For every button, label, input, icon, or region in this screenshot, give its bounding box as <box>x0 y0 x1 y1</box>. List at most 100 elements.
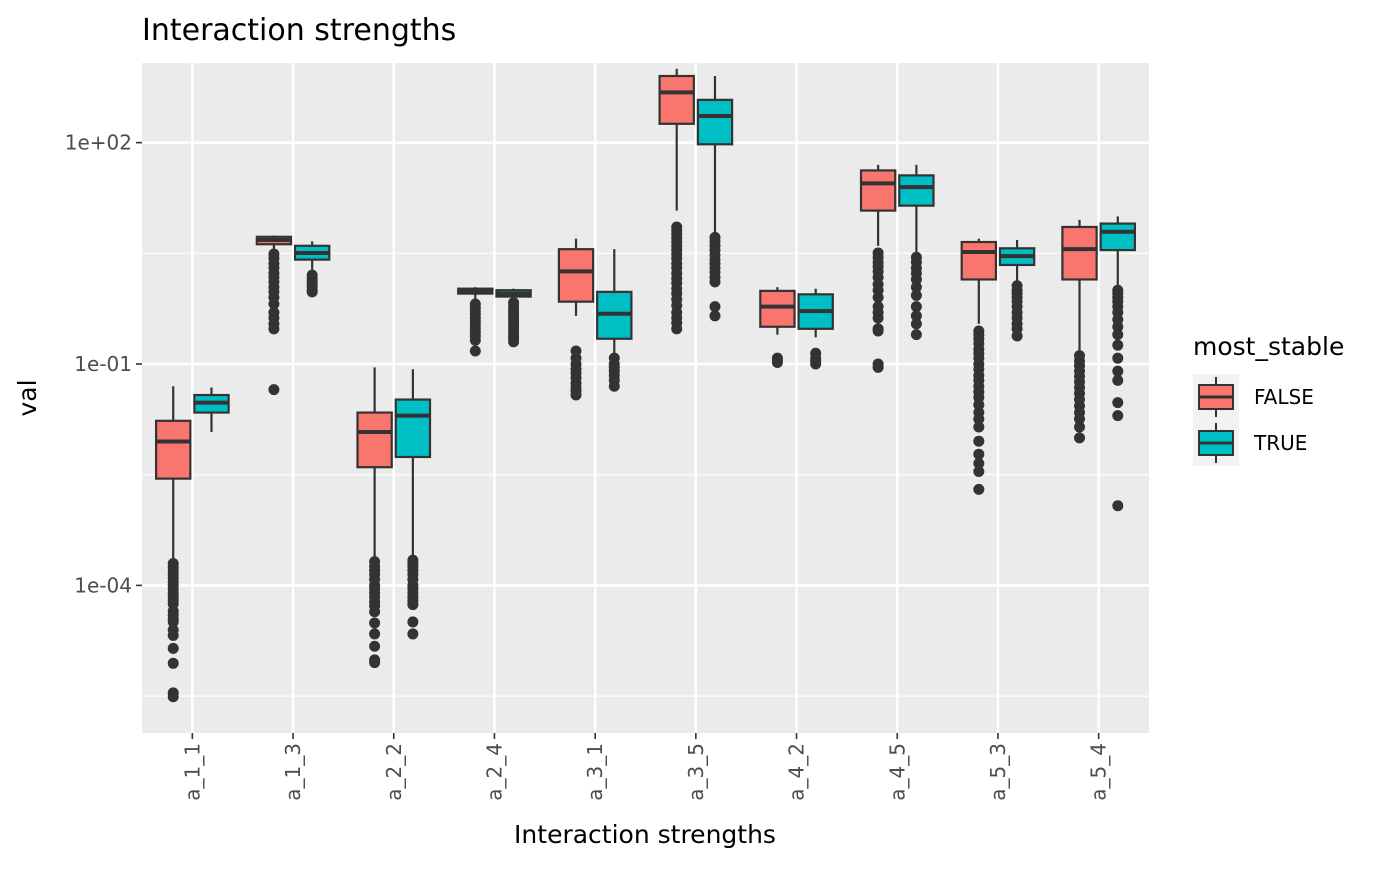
outlier-point-8 <box>872 291 884 303</box>
outlier-point-4 <box>910 273 922 285</box>
outlier-point-6 <box>608 380 620 392</box>
outlier-point-12 <box>508 336 520 348</box>
outlier-point-15 <box>872 361 884 373</box>
outlier-point-14 <box>1112 410 1124 422</box>
box-FALSE-a_1_3 <box>255 235 293 396</box>
outlier-point-18 <box>973 435 985 447</box>
x-tick-label-a_3_1: a_3_1 <box>583 743 607 801</box>
y-tick-label-1: 1e-01 <box>74 352 132 376</box>
box-TRUE-a_2_2 <box>394 369 432 640</box>
box-TRUE-a_2_4 <box>495 288 532 348</box>
outlier-point-7 <box>1112 321 1124 333</box>
box-TRUE-a_1_1 <box>193 387 230 432</box>
box-iqr <box>154 419 192 480</box>
outlier-point-16 <box>973 413 985 425</box>
outlier-point-14 <box>369 640 381 652</box>
x-tick-label-a_4_2: a_4_2 <box>785 743 809 801</box>
outlier-point-17 <box>973 421 985 433</box>
box-TRUE-a_3_1 <box>596 249 633 392</box>
outlier-point-14 <box>268 323 280 335</box>
box-iqr <box>394 398 432 459</box>
x-tick-label-a_2_2: a_2_2 <box>382 743 406 801</box>
x-tick-label-a_3_5: a_3_5 <box>684 743 708 801</box>
box-FALSE-a_2_4 <box>457 287 494 357</box>
legend-title: most_stable <box>1193 332 1344 361</box>
x-tick-label-a_2_4: a_2_4 <box>482 743 506 801</box>
outlier-point-5 <box>910 281 922 293</box>
outlier-point-9 <box>1112 339 1124 351</box>
box-TRUE-a_4_5 <box>898 164 935 341</box>
x-tick-label-a_5_3: a_5_3 <box>986 743 1010 801</box>
outlier-point-6 <box>306 286 318 298</box>
box-FALSE-a_4_2 <box>759 287 796 368</box>
outlier-point-13 <box>1112 397 1124 409</box>
box-TRUE-a_3_5 <box>696 75 734 322</box>
x-tick-label-a_1_1: a_1_1 <box>180 743 204 801</box>
legend-label-TRUE: TRUE <box>1253 431 1307 455</box>
box-TRUE-a_1_3 <box>293 241 331 298</box>
box-iqr <box>557 248 595 303</box>
legend-entry-TRUE: TRUE <box>1193 420 1307 466</box>
outlier-point-18 <box>167 642 179 654</box>
outlier-point-9 <box>570 389 582 401</box>
box-TRUE-a_4_2 <box>797 288 834 370</box>
y-axis: 1e-04 1e-01 1e+02 <box>65 131 142 597</box>
legend: most_stable FALSE TRUE <box>1193 332 1344 466</box>
outlier-point-2 <box>771 356 783 368</box>
y-tick-label-0: 1e-04 <box>74 573 132 597</box>
box-TRUE-a_5_4 <box>1099 216 1137 512</box>
outlier-point-10 <box>268 298 280 310</box>
outlier-point-7 <box>910 301 922 313</box>
box-FALSE-a_2_2 <box>356 367 393 669</box>
outlier-point-12 <box>1074 421 1086 433</box>
outlier-point-9 <box>910 318 922 330</box>
outlier-point-11 <box>709 301 721 313</box>
y-tick-label-2: 1e+02 <box>65 131 132 155</box>
box-iqr <box>759 289 796 328</box>
box-iqr <box>356 411 393 469</box>
outlier-point-12 <box>1112 374 1124 386</box>
box-iqr <box>960 240 998 281</box>
box-iqr <box>859 169 897 212</box>
outlier-point-8 <box>1112 329 1124 341</box>
outlier-point-21 <box>973 465 985 477</box>
box-iqr <box>1061 225 1098 281</box>
outlier-point-10 <box>910 329 922 341</box>
outlier-point-10 <box>1011 330 1023 342</box>
outlier-point-8 <box>910 310 922 322</box>
outlier-point-6 <box>910 289 922 301</box>
box-FALSE-a_4_5 <box>859 164 897 373</box>
legend-entry-FALSE: FALSE <box>1193 374 1314 420</box>
outlier-point-13 <box>369 628 381 640</box>
outlier-point-3 <box>810 358 822 370</box>
box-FALSE-a_3_5 <box>658 68 695 335</box>
outlier-point-14 <box>973 399 985 411</box>
x-axis-label: Interaction strengths <box>514 820 776 849</box>
outlier-point-12 <box>407 616 419 628</box>
box-layer <box>154 68 1137 703</box>
box-FALSE-a_5_3 <box>960 238 998 495</box>
outlier-point-13 <box>407 628 419 640</box>
box-iqr <box>696 98 734 146</box>
outlier-point-10 <box>709 276 721 288</box>
box-FALSE-a_3_1 <box>557 238 595 401</box>
x-tick-label-a_4_5: a_4_5 <box>885 743 909 801</box>
outlier-point-11 <box>407 599 419 611</box>
outlier-point-17 <box>167 629 179 641</box>
outlier-point-21 <box>671 323 683 335</box>
outlier-point-11 <box>1112 365 1124 377</box>
box-iqr <box>898 174 935 207</box>
outlier-point-10 <box>1112 352 1124 364</box>
outlier-point-11 <box>1074 413 1086 425</box>
box-iqr <box>1099 222 1137 252</box>
outlier-point-12 <box>709 310 721 322</box>
outlier-point-11 <box>872 312 884 324</box>
outlier-point-15 <box>268 384 280 396</box>
outlier-point-11 <box>469 345 481 357</box>
outlier-point-11 <box>369 606 381 618</box>
outlier-point-19 <box>167 657 179 669</box>
box-TRUE-a_5_3 <box>998 239 1036 342</box>
box-FALSE-a_1_1 <box>154 386 192 703</box>
outlier-point-13 <box>1074 432 1086 444</box>
